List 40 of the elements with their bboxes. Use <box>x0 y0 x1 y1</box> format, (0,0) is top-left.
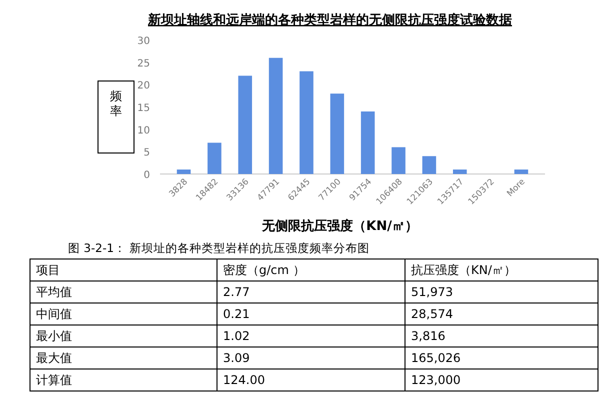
text: 中间值 <box>36 307 72 321</box>
y-tick-label: 25 <box>137 58 150 70</box>
y-tick-label: 5 <box>144 148 150 159</box>
bar <box>514 170 528 174</box>
text: 项目 <box>36 263 60 277</box>
bar <box>238 76 252 174</box>
chart-title: 新坝址轴线和远岸端的各种类型岩样的无侧限抗压强度试验数据 <box>147 12 512 28</box>
y-tick-label: 10 <box>137 125 150 136</box>
text: 2.77 <box>223 285 250 299</box>
text: 3.09 <box>223 351 250 365</box>
text: 124.00 <box>223 373 265 387</box>
text: 1.02 <box>223 329 250 343</box>
y-axis-title: 频率 <box>110 89 122 118</box>
text: 3,816 <box>411 329 446 343</box>
text: 123,000 <box>411 373 461 387</box>
bar <box>300 71 314 174</box>
y-tick-label: 30 <box>137 36 150 47</box>
y-tick-label: 20 <box>137 80 150 92</box>
text: 0.21 <box>223 307 250 321</box>
bar <box>208 142 222 174</box>
text: 最大值 <box>36 351 72 365</box>
y-tick-label: 15 <box>137 103 150 114</box>
text: 计算值 <box>36 373 72 387</box>
text: 165,026 <box>411 351 461 365</box>
bar <box>392 147 406 174</box>
caption: 图 3-2-1： 新坝址的各种类型岩样的抗压强度频率分布图 <box>68 241 370 255</box>
text: 密度（g/cm ） <box>223 263 305 277</box>
text: 51,973 <box>411 285 453 299</box>
bar <box>268 58 283 174</box>
bar <box>330 94 344 174</box>
bar <box>452 170 467 174</box>
bar <box>422 156 436 174</box>
text: 最小值 <box>36 329 72 343</box>
text: 28,574 <box>411 307 453 321</box>
bar <box>176 170 191 174</box>
text: 抗压强度（KN/㎡） <box>411 263 516 277</box>
x-axis-title: 无侧限抗压强度（KN/㎡） <box>261 218 418 234</box>
y-tick-label: 0 <box>144 170 150 181</box>
bar <box>360 111 375 174</box>
text: 平均值 <box>36 285 72 299</box>
